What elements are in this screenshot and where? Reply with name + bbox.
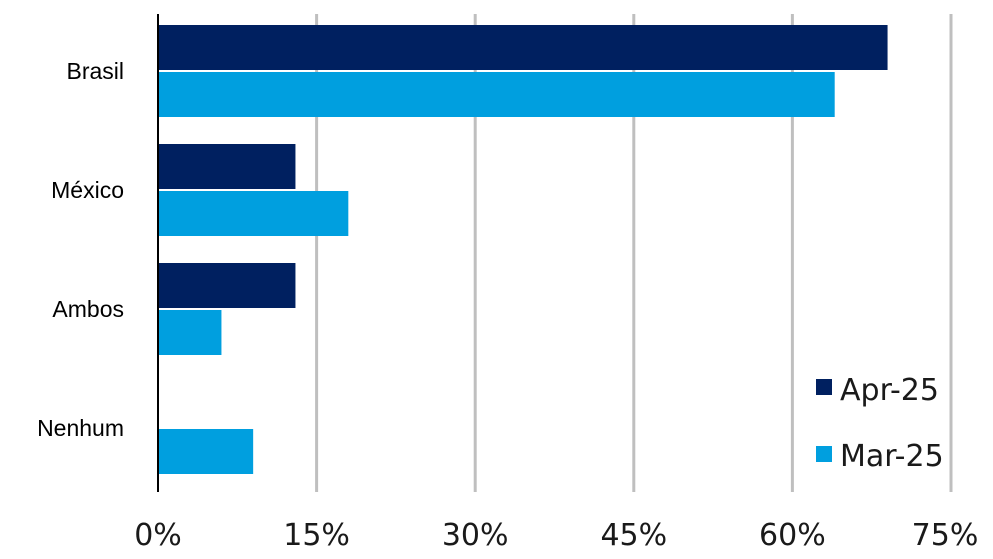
category-labels: Brasil México Ambos Nenhum xyxy=(37,58,124,441)
x-tick-label-75: 75% xyxy=(912,518,979,553)
bar-brasil-mar-25 xyxy=(158,72,835,117)
x-tick-labels: 0% 15% 30% 45% 60% 75% xyxy=(134,518,978,553)
bar-mexico-mar-25 xyxy=(158,191,349,236)
legend-swatch-apr-25 xyxy=(816,379,832,395)
legend-item-mar-25: Mar-25 xyxy=(816,439,944,474)
legend-label-apr-25: Apr-25 xyxy=(840,373,939,408)
category-label-nenhum: Nenhum xyxy=(37,415,124,441)
category-label-mexico: México xyxy=(51,177,124,203)
category-label-brasil: Brasil xyxy=(66,58,124,84)
legend-item-apr-25: Apr-25 xyxy=(816,373,939,408)
bar-nenhum-mar-25 xyxy=(158,429,254,474)
x-tick-label-45: 45% xyxy=(600,518,667,553)
bar-ambos-apr-25 xyxy=(158,263,296,308)
legend-label-mar-25: Mar-25 xyxy=(840,439,944,474)
x-tick-label-15: 15% xyxy=(283,518,350,553)
bars xyxy=(158,25,888,474)
bar-ambos-mar-25 xyxy=(158,310,222,355)
x-tick-label-30: 30% xyxy=(442,518,509,553)
x-tick-label-60: 60% xyxy=(759,518,826,553)
x-tick-label-0: 0% xyxy=(134,518,182,553)
legend-swatch-mar-25 xyxy=(816,446,832,462)
bar-brasil-apr-25 xyxy=(158,25,888,70)
legend: Apr-25 Mar-25 xyxy=(816,373,944,474)
bar-mexico-apr-25 xyxy=(158,144,296,189)
category-label-ambos: Ambos xyxy=(52,296,124,322)
